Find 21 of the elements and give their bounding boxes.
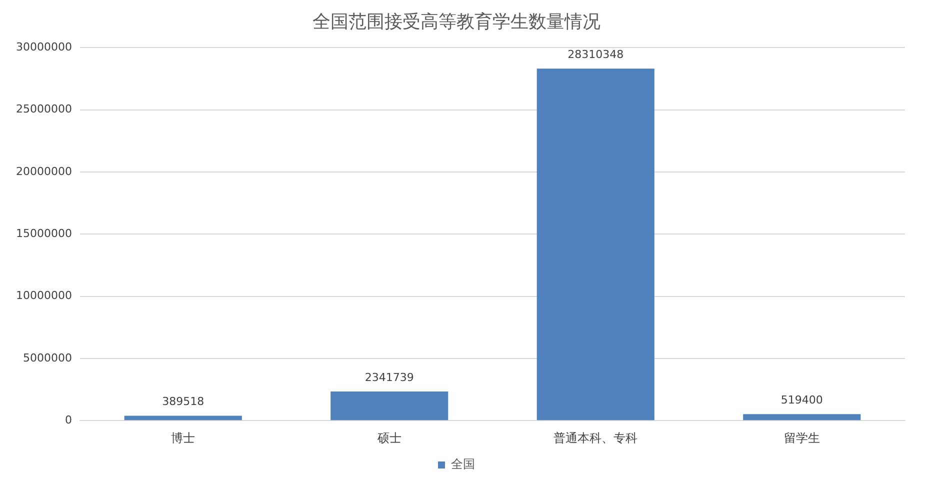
x-tick-label: 留学生 (784, 430, 820, 445)
data-label: 2341739 (364, 370, 414, 384)
x-tick-label: 博士 (171, 430, 196, 445)
y-tick-label: 20000000 (16, 164, 72, 178)
legend-label: 全国 (451, 457, 475, 472)
y-tick-label: 30000000 (16, 40, 72, 54)
y-tick-label: 0 (64, 413, 72, 426)
y-tick-label: 25000000 (16, 102, 72, 116)
data-label: 28310348 (568, 48, 624, 61)
y-tick-label: 5000000 (22, 351, 72, 364)
chart-title: 全国范围接受高等教育学生数量情况 (312, 11, 600, 32)
bar (536, 68, 654, 420)
y-tick-label: 15000000 (16, 226, 72, 240)
bar (743, 414, 861, 420)
x-tick-label: 硕士 (376, 430, 402, 445)
x-tick-label: 普通本科、专科 (554, 430, 638, 445)
data-label: 389518 (162, 395, 204, 408)
bar (124, 416, 242, 420)
bar (330, 391, 448, 420)
data-label: 519400 (780, 394, 823, 406)
y-tick-label: 10000000 (16, 289, 72, 302)
